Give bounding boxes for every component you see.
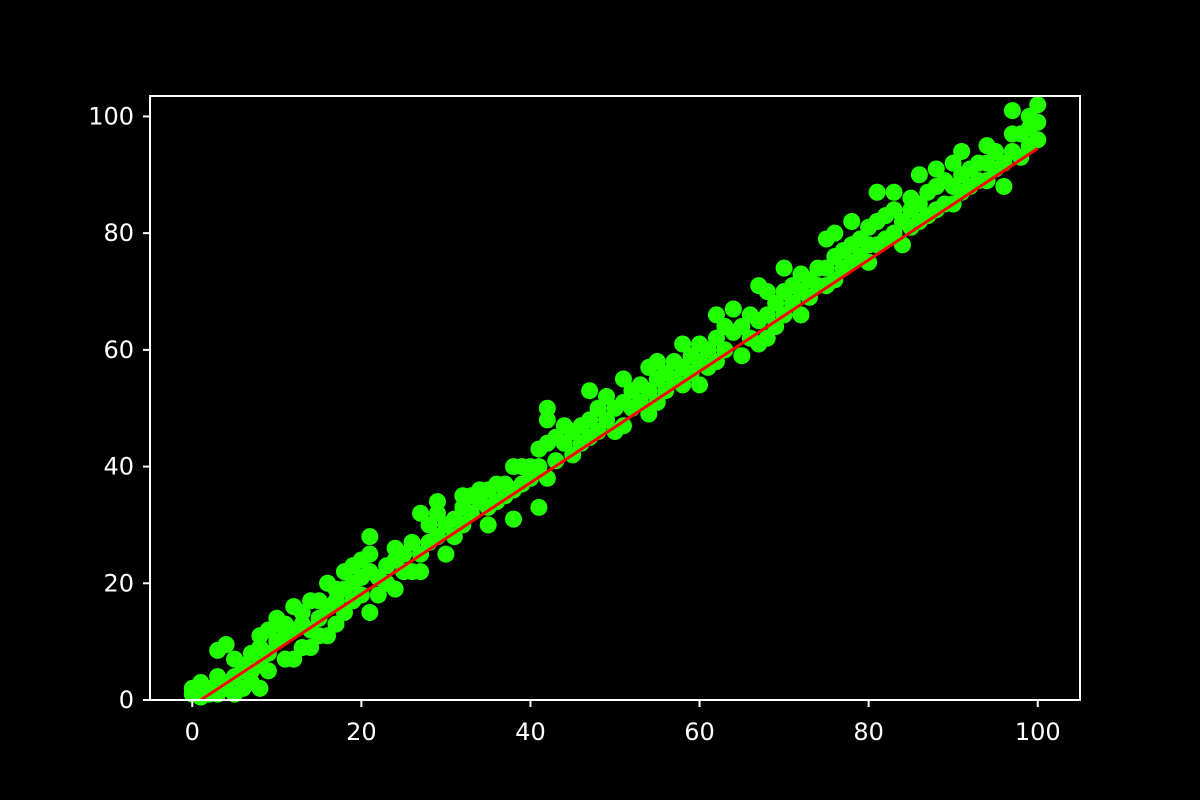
data-point	[707, 329, 725, 347]
data-point	[699, 341, 717, 359]
data-point	[986, 142, 1004, 160]
data-point	[386, 580, 404, 598]
data-point	[445, 528, 463, 546]
data-point	[885, 183, 903, 201]
data-point	[707, 306, 725, 324]
data-point	[1029, 113, 1047, 131]
data-point	[733, 318, 751, 336]
data-point	[521, 469, 539, 487]
data-point	[530, 458, 548, 476]
data-point	[775, 259, 793, 277]
y-tick-label: 0	[119, 686, 134, 714]
data-point	[910, 166, 928, 184]
data-point	[310, 609, 328, 627]
data-point	[733, 347, 751, 365]
axes: 0 20 40 60 80 100 0 20 40 60 80 100	[88, 95, 1081, 746]
x-tick-label: 0	[185, 718, 200, 746]
data-point	[598, 411, 616, 429]
x-tick-label: 60	[684, 718, 715, 746]
data-point	[724, 300, 742, 318]
data-point	[412, 504, 430, 522]
x-tick-label: 20	[346, 718, 377, 746]
data-point	[614, 417, 632, 435]
data-point	[530, 498, 548, 516]
data-point	[420, 516, 438, 534]
data-point	[640, 382, 658, 400]
data-point	[538, 411, 556, 429]
y-tick-label: 40	[103, 453, 134, 481]
data-point	[995, 177, 1013, 195]
data-point	[758, 306, 776, 324]
data-point	[691, 376, 709, 394]
data-point	[361, 545, 379, 563]
data-point	[614, 370, 632, 388]
data-point	[758, 329, 776, 347]
data-point	[758, 282, 776, 300]
data-point	[767, 294, 785, 312]
data-point	[361, 603, 379, 621]
data-point	[437, 545, 455, 563]
data-point	[716, 341, 734, 359]
data-point	[538, 399, 556, 417]
data-point	[792, 306, 810, 324]
axes-frame	[149, 95, 1081, 701]
data-point	[412, 563, 430, 581]
data-point	[927, 160, 945, 178]
data-point	[403, 533, 421, 551]
data-point	[285, 650, 303, 668]
data-point	[361, 528, 379, 546]
data-point	[589, 399, 607, 417]
x-tick-label: 80	[853, 718, 884, 746]
x-tick-label: 100	[1015, 718, 1061, 746]
data-point	[555, 434, 573, 452]
data-point	[598, 388, 616, 406]
data-point	[327, 592, 345, 610]
data-point	[868, 183, 886, 201]
y-tick-label: 100	[88, 102, 134, 130]
data-point	[293, 603, 311, 621]
data-point	[479, 516, 497, 534]
data-point	[843, 212, 861, 230]
data-point	[640, 405, 658, 423]
data-point	[251, 679, 269, 697]
x-tick-label: 40	[515, 718, 546, 746]
data-point	[581, 382, 599, 400]
data-point	[505, 510, 523, 528]
data-point	[395, 545, 413, 563]
fit-line	[199, 147, 1039, 702]
data-point	[1029, 131, 1047, 149]
data-point	[428, 493, 446, 511]
data-point	[674, 335, 692, 353]
data-point	[1029, 96, 1047, 114]
data-point	[581, 411, 599, 429]
data-point	[944, 154, 962, 172]
data-point	[648, 353, 666, 371]
data-point	[327, 615, 345, 633]
data-point	[369, 586, 387, 604]
data-point	[302, 638, 320, 656]
data-point	[682, 364, 700, 382]
y-tick-label: 60	[103, 336, 134, 364]
data-point	[885, 201, 903, 219]
fit-line-layer	[199, 147, 1039, 702]
data-point	[953, 142, 971, 160]
data-point	[1003, 102, 1021, 120]
data-point	[428, 504, 446, 522]
data-point	[885, 224, 903, 242]
data-point	[319, 627, 337, 645]
data-point	[817, 259, 835, 277]
y-tick-label: 20	[103, 569, 134, 597]
y-tick-label: 80	[103, 219, 134, 247]
data-point	[826, 224, 844, 242]
data-point	[259, 662, 277, 680]
data-point	[217, 636, 235, 654]
data-point	[910, 195, 928, 213]
